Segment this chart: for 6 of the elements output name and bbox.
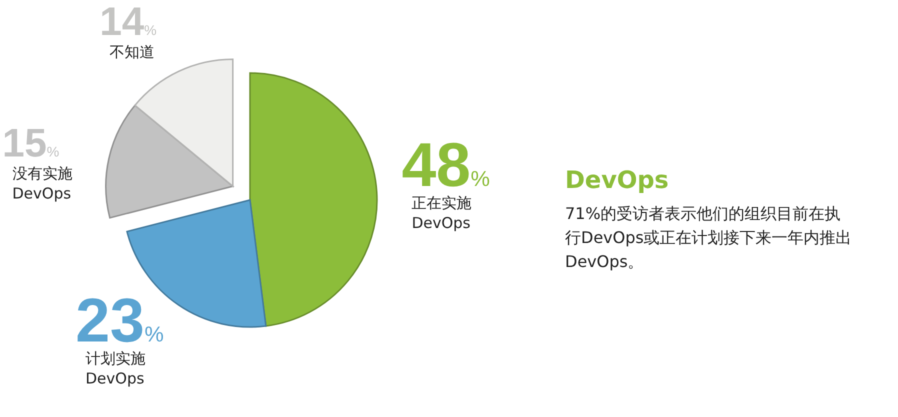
slice-label: 没有实施 DevOps: [12, 164, 72, 202]
text: DevOps: [565, 166, 670, 194]
text: 71%的受访者表示他们的组织目前在执行DevOps或正在计划接下来一年内推出DevOps。: [565, 203, 853, 273]
data-label: 14%: [100, 0, 157, 44]
slice-label: 不知道: [110, 42, 155, 61]
data-label: 15%: [2, 121, 60, 166]
